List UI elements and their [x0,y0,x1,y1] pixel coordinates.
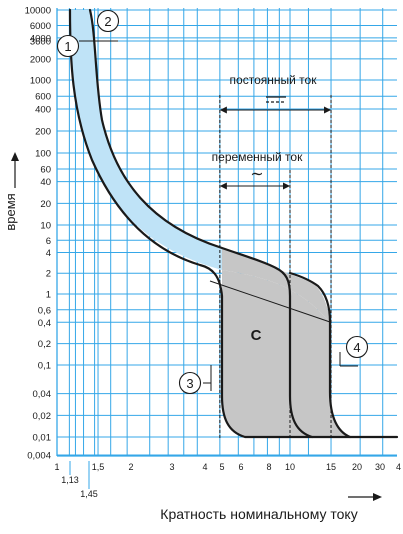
x-tick-label: 6 [238,462,243,472]
x-tick-label: 4 [202,462,207,472]
x-tick-label: 3 [169,462,174,472]
y-axis-arrow-head [11,152,19,161]
y-tick-label: 6000 [30,21,51,32]
y-tick-label: 0,004 [27,451,51,462]
curve-diagonal [209,280,331,323]
y-tick-label: 0,1 [38,361,51,372]
ac-symbol: ∼ [250,166,263,183]
y-tick-label: 1000 [30,76,51,87]
y-tick-label: 6 [46,236,51,247]
x-tick-label: 2 [128,462,133,472]
marker-4-label: 4 [353,340,360,355]
y-tick-label: 10000 [25,6,51,17]
curve-thermal-min [68,8,399,439]
trip-zone-c-top [222,248,330,322]
thermal-band [70,10,222,270]
x-tick-label: 15 [326,462,336,472]
x-tick-label: 5 [219,462,224,472]
y-tick-label: 20 [40,199,51,210]
x-tick-label: 8 [266,462,271,472]
marker-2-label: 2 [104,14,111,29]
y-tick-label: 0,6 [38,305,51,316]
y-tick-label: 0,01 [33,433,52,444]
y-tick-label: 0,4 [38,318,51,329]
ac-arrow-head [283,182,290,190]
marker-3-label: 3 [186,376,193,391]
ac-arrow-head [219,182,227,190]
x-tick-label: 1,13 [61,475,79,485]
y-tick-label: 400 [35,105,51,116]
x-axis-arrow-head [373,493,382,501]
y-tick-label: 4000 [30,33,51,44]
x-tick-label: 1,45 [80,489,98,499]
marker-3-circle [178,371,202,395]
dc-arrow-head [219,106,227,114]
trip-zone-c [222,270,350,437]
x-tick-label: 4 [396,462,401,472]
ac-label: переменный ток [212,150,303,164]
y-tick-label: 0,02 [33,411,52,422]
marker-1-circle [56,34,80,58]
y-tick-label: 200 [35,127,51,138]
x-tick-label: 1,5 [92,462,105,472]
x-tick-label: 10 [285,462,295,472]
y-tick-label: 0,04 [33,389,52,400]
zone-label-c: C [251,327,262,344]
curve-trip-dc [288,271,352,439]
x-tick-label: 30 [375,462,385,472]
marker-4-circle [345,335,369,359]
marker-1-label: 1 [64,39,71,54]
marker-2-circle [96,9,120,33]
y-tick-label: 60 [40,164,51,175]
y-tick-label: 4 [46,248,51,259]
x-tick-label: 20 [352,462,362,472]
x-tick-label: 1 [54,462,59,472]
y-tick-label: 3600 [30,37,51,48]
x-axis-title: Кратность номинальному току [160,506,357,522]
dc-arrow-head [324,106,332,114]
y-tick-label: 1 [46,290,51,301]
y-tick-label: 0,2 [38,339,51,350]
y-tick-label: 2 [46,269,51,280]
y-tick-label: 40 [40,177,51,188]
y-axis-title: время [3,193,18,230]
y-tick-label: 100 [35,149,51,160]
y-tick-label: 600 [35,92,51,103]
y-tick-label: 10 [40,221,51,232]
y-tick-label: 2000 [30,54,51,65]
dc-label: постоянный ток [230,73,318,87]
